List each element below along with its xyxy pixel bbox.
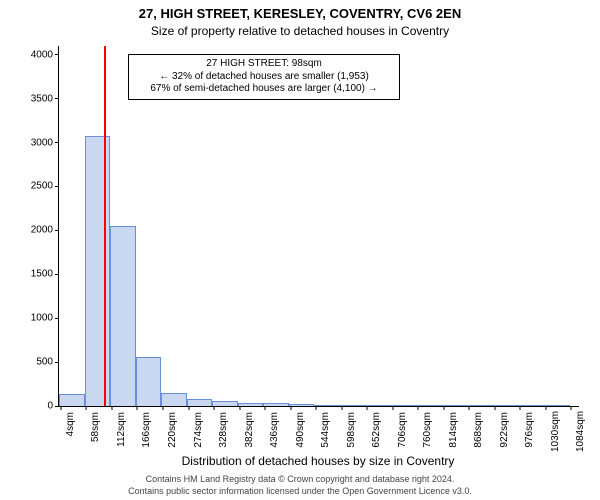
chart-subtitle: Size of property relative to detached ho… [0, 24, 600, 38]
footer-line-1: Contains HM Land Registry data © Crown c… [0, 474, 600, 484]
histogram-bar [493, 405, 519, 406]
x-tick-label: 760sqm [418, 412, 433, 452]
x-tick-mark [418, 406, 419, 410]
x-tick-mark [86, 406, 87, 410]
x-axis-label: Distribution of detached houses by size … [58, 454, 578, 468]
x-tick-mark [392, 406, 393, 410]
x-tick-mark [60, 406, 61, 410]
histogram-bar [263, 403, 289, 406]
histogram-bar [365, 405, 391, 406]
x-tick-mark [545, 406, 546, 410]
histogram-bar [289, 404, 315, 406]
y-tick-label: 2000 [31, 225, 59, 236]
x-tick-label: 544sqm [316, 412, 331, 452]
x-tick-mark [239, 406, 240, 410]
x-tick-label: 220sqm [163, 412, 178, 452]
x-tick-label: 328sqm [214, 412, 229, 452]
y-tick-label: 1500 [31, 269, 59, 280]
x-tick-label: 274sqm [189, 412, 204, 452]
x-tick-mark [494, 406, 495, 410]
x-tick-label: 652sqm [367, 412, 382, 452]
y-tick-label: 500 [36, 357, 59, 368]
chart-title: 27, HIGH STREET, KERESLEY, COVENTRY, CV6… [0, 6, 600, 21]
y-tick-label: 3500 [31, 93, 59, 104]
histogram-bar [340, 405, 366, 406]
histogram-bar [212, 401, 238, 406]
histogram-bar [110, 226, 136, 406]
x-tick-label: 598sqm [342, 412, 357, 452]
x-tick-label: 382sqm [240, 412, 255, 452]
x-tick-label: 868sqm [469, 412, 484, 452]
x-tick-mark [137, 406, 138, 410]
x-tick-mark [316, 406, 317, 410]
bars-layer [59, 46, 579, 406]
x-tick-mark [520, 406, 521, 410]
annotation-line-2: ← 32% of detached houses are smaller (1,… [135, 71, 393, 84]
x-tick-label: 706sqm [393, 412, 408, 452]
y-tick-label: 1000 [31, 313, 59, 324]
annotation-box: 27 HIGH STREET: 98sqm ← 32% of detached … [128, 54, 400, 100]
x-tick-mark [367, 406, 368, 410]
histogram-bar [136, 357, 162, 406]
x-tick-label: 436sqm [265, 412, 280, 452]
histogram-bar [518, 405, 544, 406]
annotation-line-3: 67% of semi-detached houses are larger (… [135, 83, 393, 96]
x-tick-label: 112sqm [112, 412, 127, 452]
x-tick-label: 976sqm [520, 412, 535, 452]
x-tick-mark [571, 406, 572, 410]
y-tick-label: 0 [47, 401, 59, 412]
x-tick-mark [290, 406, 291, 410]
histogram-bar [59, 394, 85, 406]
x-tick-mark [111, 406, 112, 410]
plot-area: 050010001500200025003000350040004sqm58sq… [58, 46, 579, 407]
histogram-bar [238, 403, 264, 406]
y-tick-label: 3000 [31, 137, 59, 148]
x-tick-mark [265, 406, 266, 410]
histogram-bar [416, 405, 442, 406]
x-tick-label: 922sqm [495, 412, 510, 452]
footer-line-2: Contains public sector information licen… [0, 486, 600, 496]
property-marker-line [104, 46, 106, 406]
x-tick-mark [469, 406, 470, 410]
chart-container: 27, HIGH STREET, KERESLEY, COVENTRY, CV6… [0, 0, 600, 500]
x-tick-mark [341, 406, 342, 410]
x-tick-mark [214, 406, 215, 410]
x-tick-label: 814sqm [444, 412, 459, 452]
x-tick-label: 1084sqm [571, 412, 586, 452]
histogram-bar [314, 405, 340, 406]
x-tick-label: 58sqm [86, 412, 101, 452]
histogram-bar [161, 393, 187, 406]
x-tick-label: 166sqm [137, 412, 152, 452]
histogram-bar [442, 405, 468, 406]
x-tick-mark [443, 406, 444, 410]
x-tick-mark [163, 406, 164, 410]
annotation-line-1: 27 HIGH STREET: 98sqm [135, 58, 393, 71]
y-tick-label: 2500 [31, 181, 59, 192]
histogram-bar [467, 405, 493, 406]
histogram-bar [187, 399, 213, 406]
x-tick-mark [188, 406, 189, 410]
x-tick-label: 490sqm [291, 412, 306, 452]
x-tick-label: 4sqm [61, 412, 76, 452]
y-tick-label: 4000 [31, 49, 59, 60]
x-tick-label: 1030sqm [546, 412, 561, 452]
histogram-bar [544, 405, 570, 406]
histogram-bar [391, 405, 417, 406]
